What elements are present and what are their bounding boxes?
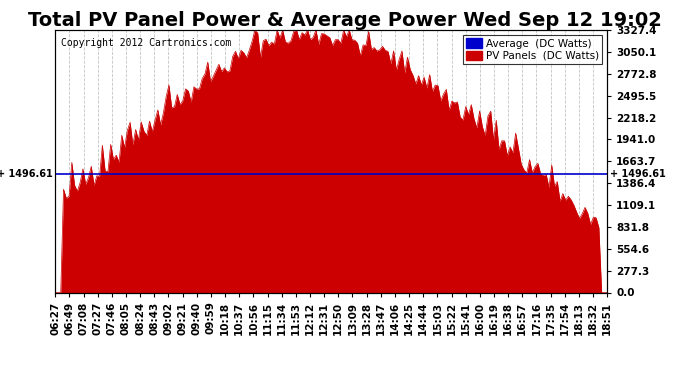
Text: + 1496.61: + 1496.61 (610, 170, 666, 179)
Text: Copyright 2012 Cartronics.com: Copyright 2012 Cartronics.com (61, 38, 231, 48)
Legend: Average  (DC Watts), PV Panels  (DC Watts): Average (DC Watts), PV Panels (DC Watts) (463, 35, 602, 64)
Text: Total PV Panel Power & Average Power Wed Sep 12 19:02: Total PV Panel Power & Average Power Wed… (28, 11, 662, 30)
Text: + 1496.61: + 1496.61 (0, 144, 3, 204)
Text: + 1496.61: + 1496.61 (0, 170, 52, 179)
